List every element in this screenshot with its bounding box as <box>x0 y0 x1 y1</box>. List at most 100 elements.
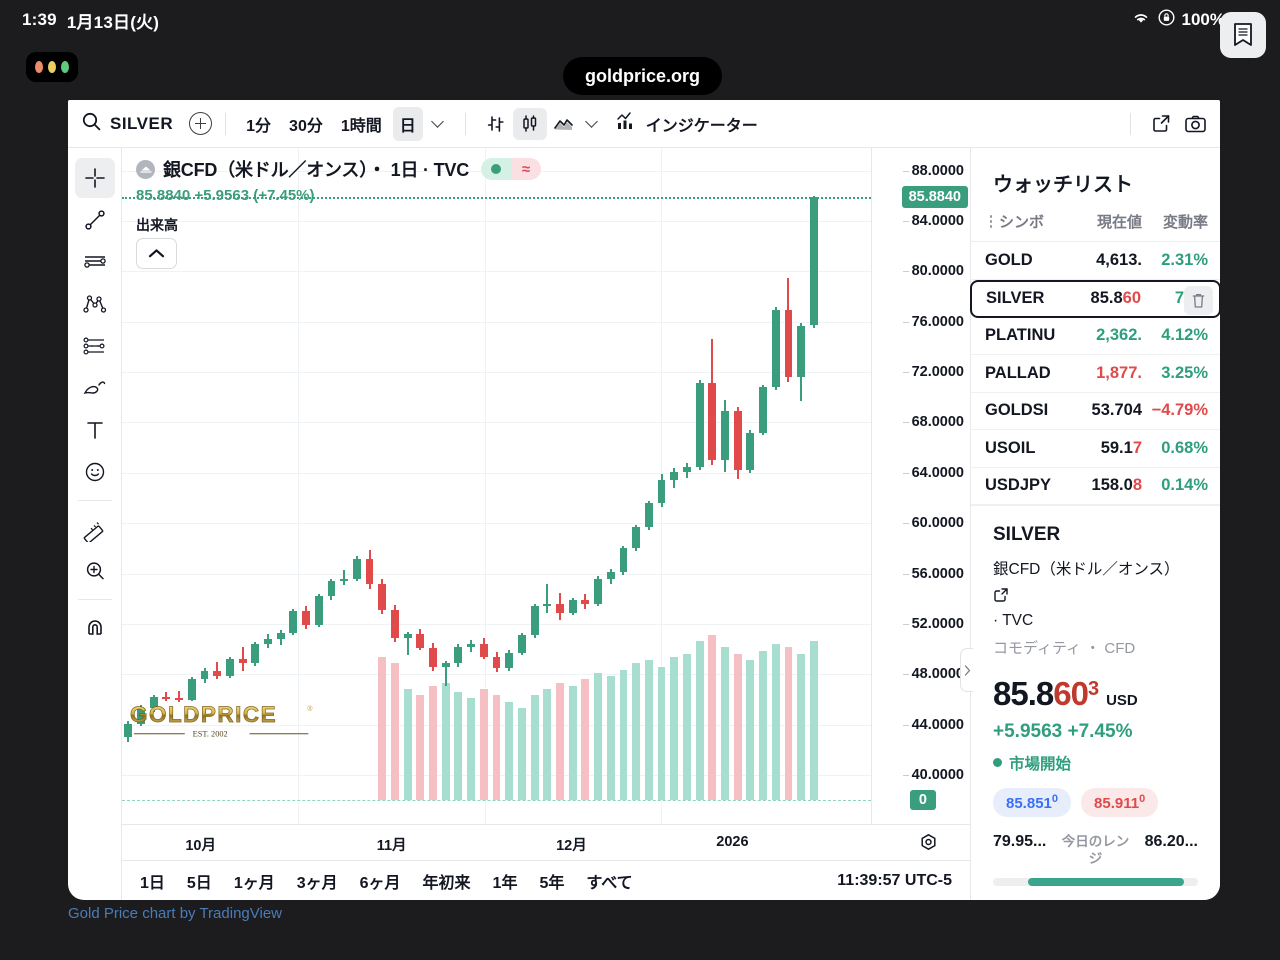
price-plot-area[interactable]: GOLDPRICE ® EST. 2002 <box>122 148 871 824</box>
time-range-4[interactable]: 6ヶ月 <box>359 874 401 892</box>
trash-icon[interactable] <box>1184 285 1213 315</box>
time-range-2[interactable]: 1ヶ月 <box>233 874 275 892</box>
candle-body <box>137 708 145 724</box>
interval-30m[interactable]: 30分 <box>289 117 323 135</box>
gridline-horizontal <box>122 472 871 474</box>
candle-body <box>175 698 184 700</box>
candle-body <box>721 411 729 461</box>
row-symbol: PALLAD <box>985 363 1051 382</box>
volume-bar <box>644 660 653 801</box>
horizontal-lines-tool[interactable] <box>75 242 115 282</box>
share-external-icon[interactable] <box>1144 108 1178 140</box>
add-compare-icon[interactable] <box>189 112 213 135</box>
camera-icon[interactable] <box>1178 108 1212 140</box>
time-range-5[interactable]: 年初来 <box>422 874 471 892</box>
market-status-label: 市場開始 <box>1009 755 1072 773</box>
cross-cursor-tool[interactable] <box>74 158 115 198</box>
text-tool[interactable] <box>75 410 115 450</box>
volume-bar <box>556 682 564 801</box>
candle-wick <box>178 690 181 703</box>
tab-overview-icon[interactable] <box>26 52 78 82</box>
candle-body <box>352 558 361 579</box>
time-axis[interactable]: 10月 11月 12月 2026 <box>122 824 970 860</box>
url-bar[interactable]: goldprice.org <box>563 57 723 95</box>
candle-body <box>771 310 780 388</box>
price-axis[interactable]: 88.0000 84.0000 80.0000 76.0000 72.0000 68.00… <box>871 148 970 824</box>
candle-body <box>759 387 768 433</box>
pitchfork-tool[interactable] <box>75 284 115 324</box>
row-change: 0.14% <box>1161 476 1208 495</box>
row-change: −4.79% <box>1151 401 1208 420</box>
measure-tool[interactable] <box>75 509 115 549</box>
interval-1h[interactable]: 1時間 <box>340 117 382 135</box>
watchlist-panel-icon[interactable] <box>1220 12 1266 58</box>
time-range-3[interactable]: 3ヶ月 <box>296 874 338 892</box>
candlestick-icon[interactable] <box>512 107 547 140</box>
brush-tool[interactable] <box>75 368 115 408</box>
watchlist-row-usdjpy[interactable]: USDJPY 158.08 0.14% <box>971 468 1220 505</box>
candle-body <box>530 606 539 636</box>
panel-collapse-icon[interactable] <box>960 648 973 692</box>
time-range-0[interactable]: 1日 <box>140 874 165 892</box>
chevron-down-icon[interactable] <box>430 115 444 128</box>
gridline-horizontal <box>122 422 871 424</box>
wifi-icon <box>1131 10 1151 30</box>
candle-wick <box>406 631 409 656</box>
svg-text:®: ® <box>307 705 312 713</box>
price-tick-40: 40.0000 <box>902 767 964 784</box>
trend-line-tool[interactable] <box>75 200 115 240</box>
watchlist-row-pallad[interactable]: PALLAD 1,877. 3.25% <box>971 355 1220 393</box>
tradingview-attribution-link[interactable]: Gold Price chart by TradingView <box>68 905 282 922</box>
volume-collapse-button[interactable] <box>136 238 177 269</box>
price-tick-56: 56.0000 <box>902 565 964 582</box>
bar-chart-icon[interactable] <box>479 108 513 140</box>
volume-bar <box>441 682 450 801</box>
candle-body <box>378 583 387 611</box>
market-status: 市場開始 <box>993 752 1198 774</box>
day-range-fill <box>1027 877 1184 886</box>
chart-type-chevron-down-icon[interactable] <box>584 115 598 128</box>
candle-body <box>479 644 488 657</box>
candle-body <box>187 679 196 700</box>
area-chart-icon[interactable] <box>547 108 581 140</box>
open-external-icon[interactable] <box>993 587 1009 610</box>
ios-status-bar: 1:39 1月13日(火) 100% ⚡ <box>0 0 1280 40</box>
detail-currency: USD <box>1106 691 1138 709</box>
candle-body <box>441 663 450 667</box>
watchlist-row-gold[interactable]: GOLD 4,613. 2.31% <box>971 242 1220 280</box>
watchlist-row-usoil[interactable]: USOIL 59.17 0.68% <box>971 430 1220 468</box>
time-range-1[interactable]: 5日 <box>186 874 212 892</box>
volume-bar <box>733 653 742 801</box>
toolbar-divider-1 <box>225 112 227 135</box>
drag-handle-icon[interactable] <box>985 215 997 228</box>
time-range-8[interactable]: すべて <box>586 874 633 892</box>
zoom-in-tool[interactable] <box>75 551 115 591</box>
ask-pill[interactable]: 85.9110 <box>1081 787 1159 817</box>
fib-retracement-tool[interactable] <box>75 326 115 366</box>
row-symbol: GOLD <box>985 250 1033 269</box>
volume-baseline <box>122 800 871 802</box>
candle-body <box>695 383 704 467</box>
chart-settings-icon[interactable] <box>919 833 938 857</box>
candle-body <box>238 659 247 664</box>
interval-1d[interactable]: 日 <box>392 106 423 141</box>
symbol-search-button[interactable]: SILVER <box>82 112 173 136</box>
candle-wick <box>241 646 244 671</box>
time-range-7[interactable]: 5年 <box>539 874 565 892</box>
chart-toolbar: SILVER 1分 30分 1時間 日 インジケーター <box>68 100 1220 148</box>
row-symbol: USDJPY <box>985 476 1052 495</box>
indicators-button[interactable]: インジケーター <box>616 111 758 136</box>
chart-canvas[interactable]: 銀CFD（米ドル／オンス）・ 1日 · TVC ≈ 85.8840 +5.956… <box>122 148 970 824</box>
emoji-tool[interactable] <box>75 452 115 492</box>
watchlist-row-goldsi[interactable]: GOLDSI 53.704 −4.79% <box>971 393 1220 430</box>
bid-pill[interactable]: 85.8510 <box>993 787 1072 817</box>
interval-1m[interactable]: 1分 <box>246 117 272 135</box>
magnet-tool[interactable] <box>75 608 115 648</box>
time-range-6[interactable]: 1年 <box>492 874 518 892</box>
detail-price-sup: 3 <box>1087 677 1100 700</box>
row-last: 1,877. <box>1096 363 1142 382</box>
candle-body <box>276 632 285 640</box>
detail-symbol: SILVER <box>993 524 1061 545</box>
watchlist-row-platinu[interactable]: PLATINU 2,362. 4.12% <box>971 318 1220 355</box>
